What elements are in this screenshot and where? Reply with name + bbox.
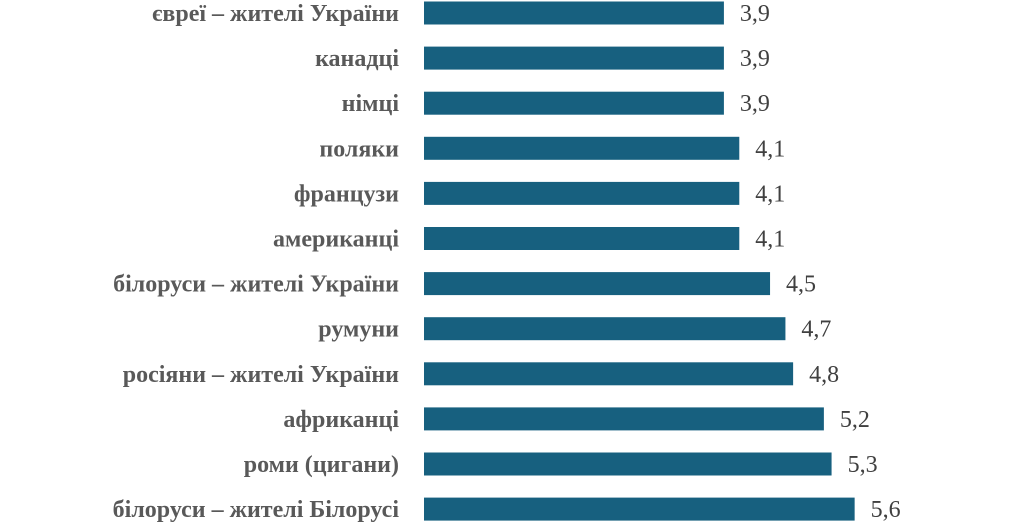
value-label: 4,1 [755, 181, 785, 207]
category-label: американці [273, 227, 399, 253]
bar [424, 227, 740, 250]
category-label: поляки [319, 136, 399, 162]
category-label: євреї – жителі України [152, 1, 399, 27]
value-label: 4,7 [801, 317, 831, 343]
category-label: білоруси – жителі України [113, 272, 399, 298]
value-label: 5,6 [871, 497, 901, 523]
bar [424, 181, 740, 205]
category-label: французи [294, 181, 399, 207]
value-label: 4,1 [755, 136, 785, 162]
category-label: роми (цигани) [244, 452, 399, 478]
category-label: росіяни – жителі України [123, 362, 399, 388]
bar [424, 452, 832, 476]
bar [424, 497, 855, 521]
bar [424, 46, 724, 70]
value-label: 3,9 [740, 46, 770, 72]
bar [424, 136, 740, 160]
bar [424, 1, 724, 25]
value-label: 3,9 [740, 1, 770, 27]
category-label: німці [342, 91, 400, 117]
bar [424, 362, 794, 386]
category-label: африканці [283, 407, 399, 433]
bar [424, 317, 786, 341]
value-label: 5,3 [848, 452, 878, 478]
value-label: 3,9 [740, 91, 770, 117]
value-label: 4,8 [809, 362, 839, 388]
bar [424, 272, 771, 296]
category-label: канадці [315, 46, 399, 72]
value-label: 5,2 [840, 407, 870, 433]
value-label: 4,1 [755, 227, 785, 253]
value-label: 4,5 [786, 272, 816, 298]
category-label: румуни [318, 317, 399, 343]
category-label: білоруси – жителі Білорусі [113, 497, 400, 523]
bar [424, 91, 724, 115]
bar [424, 407, 824, 431]
